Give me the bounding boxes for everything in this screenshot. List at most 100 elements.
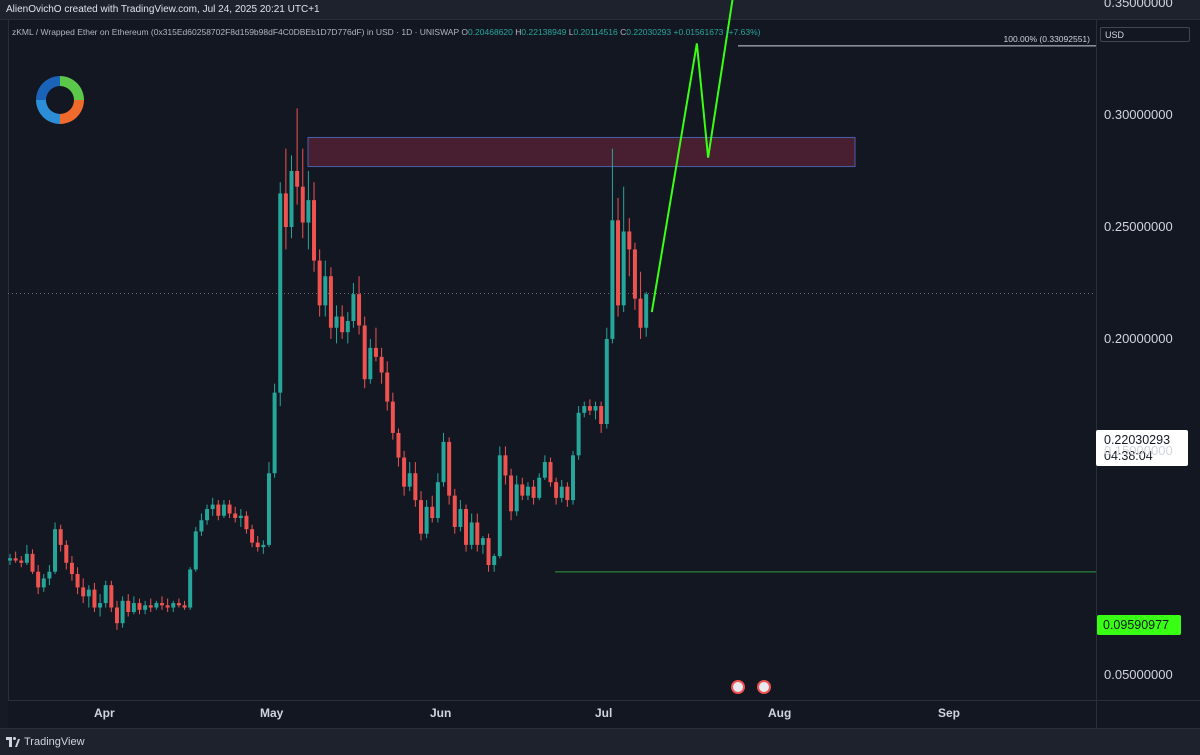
candle-body xyxy=(469,522,474,545)
candle-body xyxy=(514,484,519,512)
top-bar: AlienOvichO created with TradingView.com… xyxy=(0,0,1200,20)
candle-body xyxy=(306,200,311,223)
currency-label: USD xyxy=(1105,30,1125,40)
candle-body xyxy=(24,553,29,563)
candle-body xyxy=(509,475,514,512)
open-label: O xyxy=(461,27,468,37)
high-value: 0.22138949 xyxy=(521,27,567,37)
candle-body xyxy=(86,589,91,597)
candle-body xyxy=(199,520,204,532)
low-value: 0.20114516 xyxy=(573,27,618,37)
candle-body xyxy=(41,578,46,588)
candle-body xyxy=(126,600,131,613)
candle-body xyxy=(75,573,80,588)
candle-body xyxy=(109,585,114,608)
candle-body xyxy=(458,509,463,527)
month-label: Apr xyxy=(94,706,115,720)
candle-body xyxy=(475,522,480,545)
candle-body xyxy=(176,603,181,606)
tradingview-logo-icon xyxy=(6,737,20,747)
candle-body xyxy=(638,298,643,328)
candle-body xyxy=(627,231,632,250)
candle-body xyxy=(362,325,367,380)
candle-body xyxy=(571,455,575,501)
price-axis[interactable] xyxy=(1096,20,1200,700)
candle-body xyxy=(278,193,283,393)
candle-body xyxy=(120,600,125,624)
candle-body xyxy=(283,193,288,227)
symbol-line: zKML / Wrapped Ether on Ethereum (0x315E… xyxy=(12,27,761,37)
candle-body xyxy=(407,473,412,487)
month-label: Aug xyxy=(768,706,792,720)
candle-body xyxy=(531,486,536,498)
candle-body xyxy=(644,294,649,328)
time-axis[interactable] xyxy=(8,700,1096,728)
candle-body xyxy=(227,504,232,514)
candle-body xyxy=(64,544,69,563)
candle-body xyxy=(114,607,119,624)
candle-body xyxy=(137,603,142,610)
candle-body xyxy=(497,455,502,557)
candle-body xyxy=(53,529,58,572)
symbol-pair: zKML / Wrapped Ether on Ethereum (0x315E… xyxy=(12,27,459,37)
candle-body xyxy=(171,603,176,608)
candle-body xyxy=(486,538,491,566)
candle-body xyxy=(379,356,384,373)
candle-body xyxy=(418,500,423,534)
candle-body xyxy=(300,186,305,223)
candle-body xyxy=(340,316,345,333)
support-price-label: 0.09590977 xyxy=(1097,615,1181,635)
candle-body xyxy=(520,484,525,496)
candle-body xyxy=(396,432,401,458)
candle-body xyxy=(238,515,243,519)
candle-body xyxy=(464,509,469,545)
author-logo-icon xyxy=(36,76,84,124)
price-tick-label: 0.05000000 xyxy=(1104,666,1173,682)
candle-body xyxy=(210,504,215,510)
open-value: 0.20468620 xyxy=(467,27,513,37)
candle-body xyxy=(250,529,255,543)
candle-body xyxy=(610,220,615,339)
candle-body xyxy=(492,556,497,566)
price-tick-label: 0.20000000 xyxy=(1104,330,1173,346)
credit-text: AlienOvichO created with TradingView.com… xyxy=(6,4,320,15)
candle-body xyxy=(13,558,18,561)
candle-body xyxy=(58,529,63,545)
candle-body xyxy=(47,571,52,579)
candle-body xyxy=(188,569,193,608)
candle-body xyxy=(221,504,226,516)
low-label: L xyxy=(568,27,574,37)
candle-body xyxy=(441,441,446,483)
close-value: 0.22030293 xyxy=(626,27,672,37)
candle-body xyxy=(402,457,407,487)
candle-body xyxy=(98,603,103,608)
candle-body xyxy=(323,276,328,306)
candle-body xyxy=(480,538,485,545)
candle-body xyxy=(424,506,429,534)
candle-body xyxy=(143,605,148,610)
candle-body xyxy=(548,462,553,483)
current-price-label: 0.22030293 04:38:04 xyxy=(1096,430,1188,466)
month-label: Jun xyxy=(430,706,452,720)
candle-body xyxy=(413,473,418,501)
axis-corner xyxy=(1096,700,1200,728)
candle-body xyxy=(357,294,362,326)
candle-body xyxy=(103,585,108,604)
month-label: Sep xyxy=(938,706,961,720)
support-price-value: 0.09590977 xyxy=(1103,618,1170,632)
candle-body xyxy=(435,482,440,519)
price-tick-label: 0.15000000 xyxy=(1104,442,1173,458)
candle-body xyxy=(312,200,317,261)
candle-body xyxy=(604,338,609,424)
candle-body xyxy=(452,495,457,527)
candle-body xyxy=(559,486,564,498)
candle-body xyxy=(36,571,41,588)
currency-selector[interactable]: USD xyxy=(1100,27,1190,42)
month-label: May xyxy=(260,706,284,720)
candle-body xyxy=(261,544,266,548)
candle-body xyxy=(542,462,547,478)
candle-body xyxy=(554,482,559,498)
candle-body xyxy=(30,553,35,572)
candle-body xyxy=(616,220,621,306)
candle-body xyxy=(182,605,187,608)
